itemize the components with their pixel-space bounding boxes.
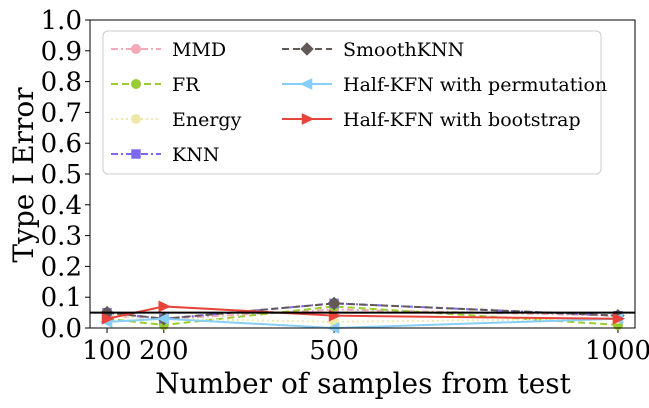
series-line-knn <box>106 302 619 320</box>
y-tick-label: 0.9 <box>41 37 82 67</box>
series-line-smoothknn <box>106 302 619 320</box>
data-point-half-kfn-with-bootstrap <box>612 312 626 325</box>
data-point-smoothknn <box>327 296 341 311</box>
y-tick-label: 0.8 <box>41 68 82 98</box>
data-point-half-kfn-with-bootstrap <box>101 312 115 325</box>
legend: MMD FR Energy KNN SmoothKNN Half-KFN with per… <box>102 30 607 175</box>
legend-label-mmd: MMD <box>172 39 226 61</box>
legend-marker-knn <box>131 149 141 159</box>
y-tick-label: 0.4 <box>41 191 82 221</box>
y-tick-label: 0.7 <box>41 98 82 128</box>
y-tick-label: 0.2 <box>41 252 82 282</box>
y-tick-label: 0.5 <box>41 160 82 190</box>
legend-label-energy: Energy <box>172 109 242 131</box>
y-tick-label: 1.0 <box>41 6 82 36</box>
data-point-half-kfn-with-bootstrap <box>158 300 171 313</box>
plot-frame <box>89 19 636 329</box>
legend-box <box>102 30 602 175</box>
y-axis-title: Type I Error <box>7 87 40 263</box>
y-tick-label: 0.1 <box>41 283 82 313</box>
legend-label-half-kfn-with-permutation: Half-KFN with permutation <box>343 74 607 96</box>
x-axis-title: Number of samples from test <box>155 367 572 400</box>
legend-marker-mmd <box>131 44 141 54</box>
data-point-half-kfn-with-permutation <box>156 312 170 325</box>
y-tick-label: 0.3 <box>41 222 82 252</box>
series-line-half-kfn-with-permutation <box>106 317 619 330</box>
legend-label-half-kfn-with-bootstrap: Half-KFN with bootstrap <box>343 109 581 131</box>
legend-marker-half-kfn-with-bootstrap <box>301 113 315 125</box>
axis-ticks: 0.00.10.20.30.40.50.60.70.80.91.0 100 200 5… <box>41 6 649 366</box>
x-tick-label: 500 <box>309 336 359 366</box>
legend-marker-smoothknn <box>300 42 314 56</box>
legend-marker-fr <box>131 79 141 89</box>
y-tick-label: 0.6 <box>41 129 82 159</box>
x-tick-label: 200 <box>139 336 189 366</box>
legend-label-smoothknn: SmoothKNN <box>343 39 464 61</box>
legend-label-knn: KNN <box>172 144 219 166</box>
x-tick-label: 100 <box>82 336 132 366</box>
legend-label-fr: FR <box>172 74 200 96</box>
legend-marker-half-kfn-with-permutation <box>299 78 313 90</box>
x-tick-label: 1000 <box>585 336 649 366</box>
y-tick-label: 0.0 <box>41 314 82 344</box>
series-line-fr <box>106 305 619 326</box>
legend-marker-energy <box>131 114 141 124</box>
